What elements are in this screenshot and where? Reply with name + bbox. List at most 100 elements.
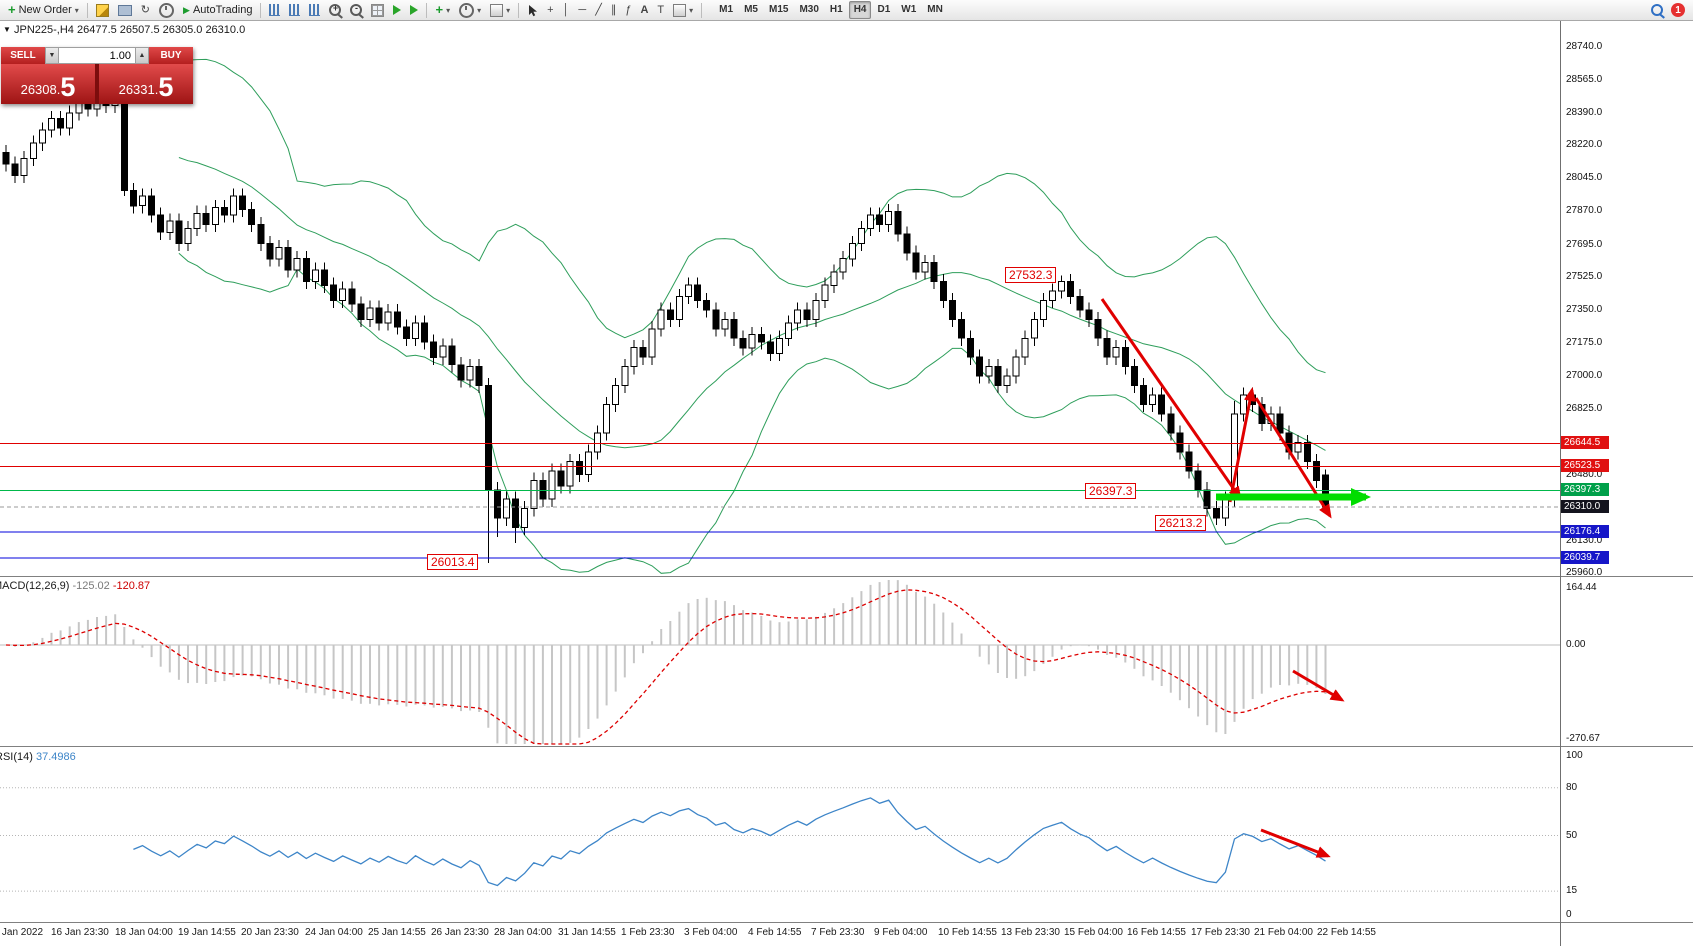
sell-button[interactable]: 26308. 5 bbox=[1, 64, 95, 104]
price-callout[interactable]: 26213.2 bbox=[1155, 515, 1207, 531]
print-button[interactable] bbox=[114, 1, 136, 19]
price-axis-tick: 28565.0 bbox=[1566, 74, 1603, 85]
clock-icon bbox=[159, 2, 175, 18]
price-callout[interactable]: 26397.3 bbox=[1085, 483, 1137, 499]
text-tool-icon: A bbox=[640, 4, 649, 16]
buy-price-big-digit: 5 bbox=[158, 72, 174, 102]
candlestick-chart-icon bbox=[289, 4, 301, 16]
bar-chart-mode-button[interactable] bbox=[265, 1, 284, 19]
price-axis-border bbox=[1560, 21, 1561, 946]
new-order-button[interactable]: + New Order ▾ bbox=[4, 1, 83, 19]
line-chart-mode-button[interactable] bbox=[305, 1, 324, 19]
autotrading-label: AutoTrading bbox=[192, 4, 253, 16]
add-indicator-icon: + bbox=[435, 2, 444, 17]
price-tag: 26310.0 bbox=[1561, 500, 1609, 513]
auto-scroll-button[interactable] bbox=[389, 1, 405, 19]
one-click-collapse-icon[interactable]: ▼ bbox=[3, 25, 11, 34]
time-axis-label: 13 Feb 23:30 bbox=[1001, 927, 1060, 938]
vertical-line-icon: │ bbox=[562, 4, 570, 16]
timeframe-button-M5[interactable]: M5 bbox=[744, 4, 758, 15]
price-tag: 26644.5 bbox=[1561, 436, 1609, 449]
timeframe-button-MN[interactable]: MN bbox=[927, 4, 943, 15]
bar-chart-icon bbox=[269, 4, 281, 16]
price-axis-tick: 27695.0 bbox=[1566, 239, 1603, 250]
horizontal-line-tool-button[interactable]: ─ bbox=[574, 1, 590, 19]
time-axis-label: 28 Jan 04:00 bbox=[494, 927, 552, 938]
lot-size-input[interactable] bbox=[59, 47, 135, 64]
panel-separator[interactable] bbox=[0, 746, 1693, 747]
rsi-axis-label: 100 bbox=[1566, 750, 1583, 761]
timeframe-button-H1[interactable]: H1 bbox=[829, 4, 843, 15]
cursor-icon bbox=[529, 4, 538, 16]
text-tool-button[interactable]: A bbox=[636, 1, 652, 19]
refresh-button[interactable]: ↻ bbox=[137, 1, 154, 19]
time-axis-label: 31 Jan 14:55 bbox=[558, 927, 616, 938]
notification-badge[interactable]: 1 bbox=[1671, 3, 1685, 17]
lot-decrease-button[interactable]: ▼ bbox=[45, 47, 59, 64]
time-axis-label: 10 Feb 14:55 bbox=[938, 927, 997, 938]
panel-separator[interactable] bbox=[0, 576, 1693, 577]
timeframe-button-M15[interactable]: M15 bbox=[768, 4, 789, 15]
indicators-button[interactable]: + ▾ bbox=[431, 1, 454, 19]
chevron-down-icon: ▾ bbox=[446, 5, 451, 15]
price-tag: 26397.3 bbox=[1561, 483, 1609, 496]
time-axis-label: 13 Jan 2022 bbox=[0, 927, 44, 938]
time-axis-label: 24 Jan 04:00 bbox=[305, 927, 363, 938]
tile-windows-button[interactable] bbox=[367, 1, 388, 19]
buy-price: 26331. bbox=[118, 82, 159, 97]
buy-button[interactable]: 26331. 5 bbox=[99, 64, 193, 104]
timeframe-button-D1[interactable]: D1 bbox=[877, 4, 891, 15]
symbol-period-label: JPN225-,H4 bbox=[14, 24, 74, 36]
timeframe-button-M1[interactable]: M1 bbox=[719, 4, 734, 15]
periods-clock-icon bbox=[459, 2, 475, 18]
time-axis-label: 17 Feb 23:30 bbox=[1191, 927, 1250, 938]
channel-tool-button[interactable]: ∥ bbox=[607, 1, 621, 19]
price-axis-tick: 28220.0 bbox=[1566, 139, 1603, 150]
autotrading-button[interactable]: ▶ AutoTrading bbox=[179, 1, 256, 19]
buy-label[interactable]: BUY bbox=[149, 47, 193, 64]
chart-profile-button[interactable] bbox=[92, 1, 113, 19]
time-axis-label: 15 Feb 04:00 bbox=[1064, 927, 1123, 938]
timeframe-button-W1[interactable]: W1 bbox=[901, 4, 917, 15]
price-callout[interactable]: 27532.3 bbox=[1005, 267, 1057, 283]
templates-button[interactable]: ▾ bbox=[486, 1, 514, 19]
zoom-out-button[interactable]: - bbox=[346, 1, 366, 19]
timeframe-button-H4[interactable]: H4 bbox=[848, 1, 872, 19]
lot-increase-button[interactable]: ▲ bbox=[135, 47, 149, 64]
trend-annotations[interactable] bbox=[1100, 298, 1371, 858]
chart-shift-button[interactable] bbox=[406, 1, 422, 19]
candlestick-mode-button[interactable] bbox=[285, 1, 304, 19]
vertical-line-tool-button[interactable]: │ bbox=[559, 1, 574, 19]
price-callout[interactable]: 26013.4 bbox=[427, 554, 479, 570]
fibonacci-tool-button[interactable]: ƒ bbox=[621, 1, 635, 19]
crosshair-tool-button[interactable]: + bbox=[543, 1, 557, 19]
rsi-axis-label: 15 bbox=[1566, 885, 1578, 896]
time-axis-label: 16 Feb 14:55 bbox=[1127, 927, 1186, 938]
trend-arrow[interactable] bbox=[1228, 387, 1256, 503]
price-axis-tick: 25960.0 bbox=[1566, 567, 1603, 578]
shapes-tool-button[interactable]: ▾ bbox=[669, 1, 697, 19]
history-button[interactable] bbox=[155, 1, 178, 19]
cursor-tool-button[interactable] bbox=[523, 1, 542, 19]
panel-separator bbox=[0, 747, 1693, 748]
trend-arrow[interactable] bbox=[1292, 669, 1345, 702]
sell-price: 26308. bbox=[20, 82, 61, 97]
search-icon[interactable] bbox=[1651, 4, 1663, 16]
trendline-tool-button[interactable]: ╱ bbox=[591, 1, 606, 19]
macd-main-value: -125.02 bbox=[72, 580, 110, 592]
macd-name: MACD(12,26,9) bbox=[0, 580, 70, 592]
zoom-in-button[interactable]: + bbox=[325, 1, 345, 19]
toolbar-separator bbox=[701, 2, 703, 18]
periods-button[interactable]: ▾ bbox=[455, 1, 485, 19]
timeframe-button-M30[interactable]: M30 bbox=[799, 4, 819, 15]
horizontal-level-lines[interactable] bbox=[0, 443, 1560, 559]
chevron-down-icon: ▾ bbox=[477, 5, 482, 15]
sell-label[interactable]: SELL bbox=[1, 47, 45, 64]
chevron-down-icon: ▾ bbox=[506, 5, 511, 15]
price-tag: 26523.5 bbox=[1561, 459, 1609, 472]
macd-axis-label: -270.67 bbox=[1566, 733, 1600, 744]
macd-axis-label: 164.44 bbox=[1566, 582, 1597, 593]
trend-arrow[interactable] bbox=[1100, 298, 1242, 501]
trend-arrow[interactable] bbox=[1260, 828, 1331, 858]
label-tool-button[interactable]: T bbox=[653, 1, 668, 19]
